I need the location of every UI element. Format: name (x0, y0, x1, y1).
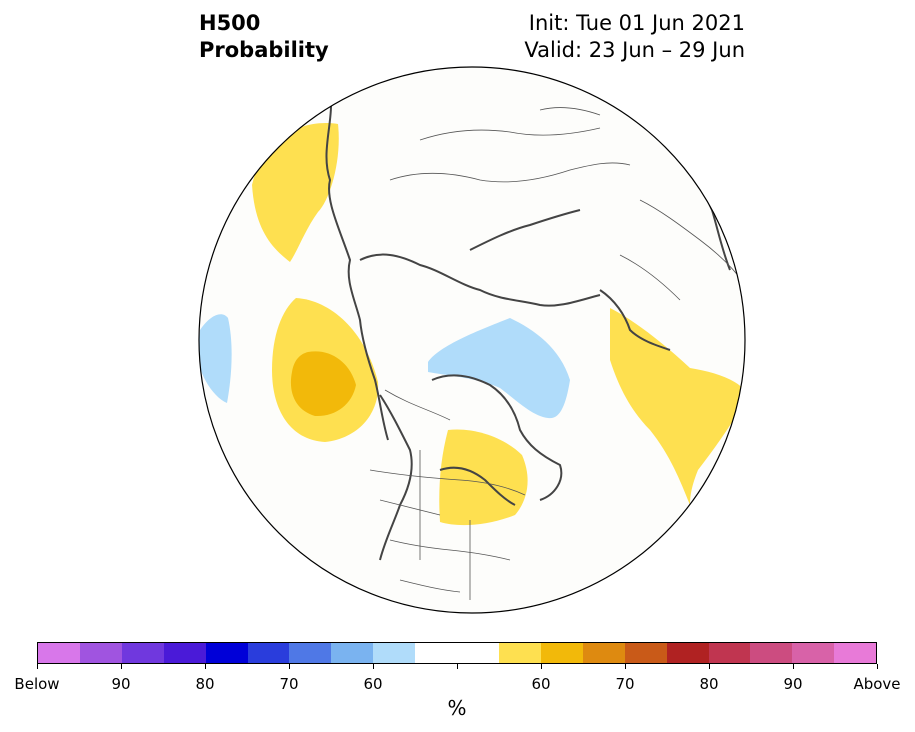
colorbar-unit: % (447, 696, 467, 720)
title-type: Probability (199, 38, 329, 62)
colorbar-tick (540, 664, 542, 669)
colorbar-tick-label: 70 (615, 675, 635, 693)
colorbar-tick (876, 664, 878, 669)
political-borders (369, 107, 745, 600)
colorbar-segment (205, 643, 248, 663)
anomaly-west-pacific-below (199, 314, 232, 403)
colorbar (37, 642, 877, 664)
colorbar-tick (708, 664, 710, 669)
colorbar-tick (624, 664, 626, 669)
colorbar-tick-label: 60 (363, 675, 383, 693)
polar-map (198, 66, 746, 614)
colorbar-segment (415, 643, 458, 663)
colorbar-tick (120, 664, 122, 669)
colorbar-tick-label: 90 (111, 675, 131, 693)
colorbar-tick-label: Below (14, 675, 60, 693)
colorbar-segment (792, 643, 835, 663)
colorbar-segment (582, 643, 625, 663)
colorbar-tick (288, 664, 290, 669)
colorbar-segment (163, 643, 206, 663)
anomaly-greenland-below (428, 318, 570, 419)
valid-range: Valid: 23 Jun – 29 Jun (524, 38, 745, 62)
colorbar-tick (456, 664, 458, 669)
anomaly-siberia-above (610, 308, 745, 505)
colorbar-segment (624, 643, 667, 663)
colorbar-tick (204, 664, 206, 669)
map-boundary (198, 66, 746, 614)
colorbar-segment (289, 643, 332, 663)
colorbar-tick-label: 80 (699, 675, 719, 693)
colorbar-tick-label: 80 (195, 675, 215, 693)
colorbar-tick-label: 90 (783, 675, 803, 693)
init-date: Init: Tue 01 Jun 2021 (528, 11, 745, 35)
colorbar-segment (331, 643, 374, 663)
colorbar-tick (36, 664, 38, 669)
colorbar-segment (79, 643, 122, 663)
colorbar-segment (457, 643, 499, 663)
colorbar-segment (750, 643, 793, 663)
colorbar-tick (372, 664, 374, 669)
info-block: Init: Tue 01 Jun 2021 Valid: 23 Jun – 29… (524, 10, 745, 64)
colorbar-segment (247, 643, 290, 663)
colorbar-tick-label: 70 (279, 675, 299, 693)
colorbar-segment (38, 643, 80, 663)
colorbar-segment (498, 643, 541, 663)
colorbar-segment (834, 643, 877, 663)
colorbar-segment (373, 643, 416, 663)
colorbar-segment (708, 643, 751, 663)
colorbar-segment (540, 643, 583, 663)
title-variable: H500 (199, 11, 261, 35)
colorbar-tick-label: 60 (531, 675, 551, 693)
colorbar-segment (121, 643, 164, 663)
colorbar-tick-label: Above (853, 675, 901, 693)
colorbar-segment (666, 643, 709, 663)
anomaly-east-pacific-above-core (290, 351, 356, 417)
title-block: H500 Probability (199, 10, 329, 64)
colorbar-tick (792, 664, 794, 669)
coastlines (325, 89, 731, 561)
anomaly-northeast-pacific-above (252, 123, 339, 262)
anomaly-great-lakes-above (439, 429, 528, 526)
